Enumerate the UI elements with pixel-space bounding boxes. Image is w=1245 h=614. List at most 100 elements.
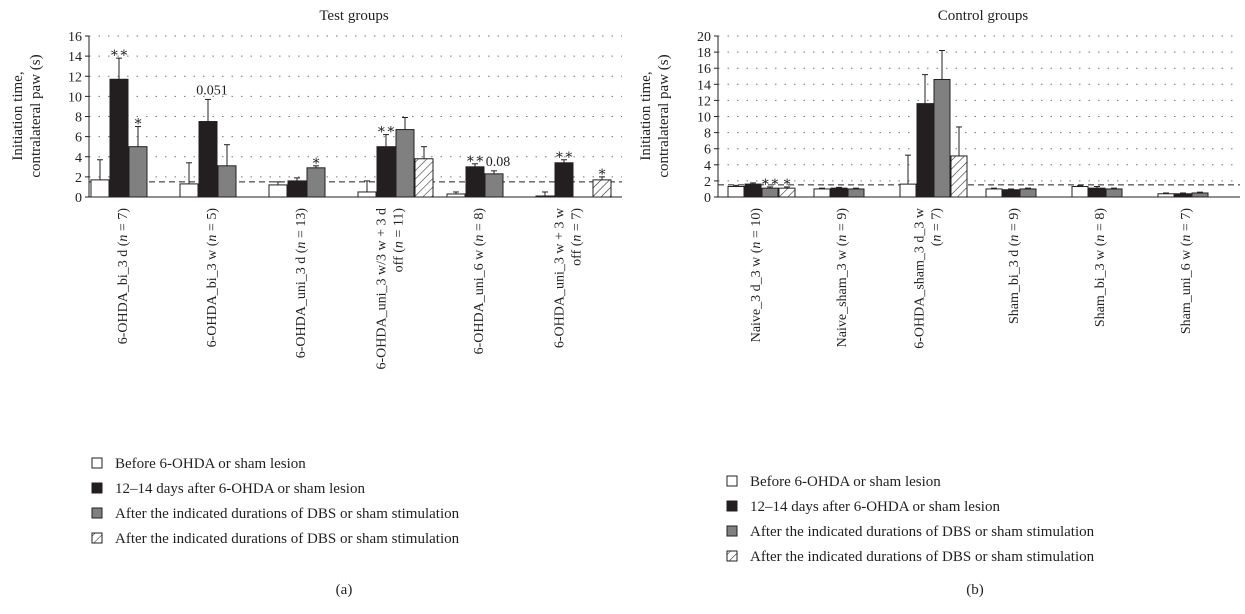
y-tick-label: 10 xyxy=(68,90,82,105)
bar-off xyxy=(592,179,612,198)
category-label: 6-OHDA_uni_6 w (n = 8) xyxy=(472,208,487,355)
bar-after_lesion xyxy=(376,146,396,198)
bar-after_lesion xyxy=(744,183,762,198)
y-tick-label: 0 xyxy=(75,191,82,206)
y-tick-label: 2 xyxy=(704,175,711,190)
y-tick-label: 12 xyxy=(68,70,82,85)
y-tick-label: 0 xyxy=(704,191,711,206)
y-tick-label: 6 xyxy=(704,143,711,158)
bar-before xyxy=(1071,186,1089,198)
significance-label: ∗ xyxy=(782,175,792,190)
legend-label-before: Before 6-OHDA or sham lesion xyxy=(750,474,941,490)
bar-after_dbs xyxy=(395,129,415,198)
bar-after_lesion xyxy=(1174,193,1192,198)
significance-label: ∗∗ xyxy=(376,123,395,138)
legend-label-off: After the indicated durations of DBS or … xyxy=(115,531,460,547)
y-axis-label: Initiation time, xyxy=(10,71,26,160)
legend-label-after_dbs: After the indicated durations of DBS or … xyxy=(750,524,1095,540)
legend-swatch-after_lesion xyxy=(91,482,103,494)
legend-swatch-after_lesion xyxy=(726,500,738,512)
legend-label-off: After the indicated durations of DBS or … xyxy=(750,549,1095,565)
legend-swatch-after_dbs xyxy=(726,525,738,537)
y-tick-label: 16 xyxy=(68,30,82,45)
significance-label: ∗ xyxy=(133,115,143,130)
category-label: 6-OHDA_uni_3 w/3 w + 3 d xyxy=(375,208,390,370)
category-label: off (n = 7) xyxy=(570,208,585,266)
category-label: 6-OHDA_bi_3 w (n = 5) xyxy=(205,208,220,348)
significance-label: ∗∗ xyxy=(465,152,484,167)
legend-label-after_lesion: 12–14 days after 6-OHDA or sham lesion xyxy=(115,481,365,497)
category-label: off (n = 11) xyxy=(392,208,407,273)
y-axis-label: contralateral paw (s) xyxy=(656,54,672,177)
category-label: Naive_3 d_3 w (n = 10) xyxy=(749,208,764,343)
bar-after_dbs xyxy=(128,146,148,198)
category-label: Naive_sham_3 w (n = 9) xyxy=(835,208,850,348)
significance-label: ∗ xyxy=(311,154,321,169)
y-tick-label: 6 xyxy=(75,131,82,146)
y-tick-label: 14 xyxy=(68,50,82,65)
bar-before xyxy=(268,184,288,198)
bar-after_dbs xyxy=(484,173,504,198)
bar-before xyxy=(985,188,1003,198)
bar-after_lesion xyxy=(465,166,485,198)
significance-label: ∗∗ xyxy=(109,46,128,61)
bar-before xyxy=(727,186,745,198)
y-tick-label: 8 xyxy=(704,127,711,142)
bar-off xyxy=(414,158,434,198)
y-tick-label: 4 xyxy=(704,159,711,174)
category-label: Sham_bi_3 d (n = 9) xyxy=(1007,208,1022,324)
significance-label: 0.08 xyxy=(486,155,511,170)
bar-before xyxy=(446,193,466,198)
bar-before xyxy=(179,183,199,198)
significance-label: 0.051 xyxy=(196,83,228,98)
bar-after_lesion xyxy=(830,187,848,198)
bar-after_lesion xyxy=(198,121,218,198)
legend-label-after_lesion: 12–14 days after 6-OHDA or sham lesion xyxy=(750,499,1000,515)
panel-b-chart: Control groups Initiation time, contralate… xyxy=(638,8,1240,598)
significance-label: ∗∗ xyxy=(760,175,779,190)
y-axis-label: contralateral paw (s) xyxy=(28,54,44,177)
y-tick-label: 12 xyxy=(697,94,711,109)
bar-after_dbs xyxy=(217,165,237,198)
bar-after_dbs xyxy=(933,78,951,198)
legend-swatch-before xyxy=(726,475,738,487)
bar-after_dbs xyxy=(306,167,326,198)
bar-before xyxy=(90,179,110,198)
bar-after_lesion xyxy=(109,78,129,198)
legend-label-after_dbs: After the indicated durations of DBS or … xyxy=(115,506,460,522)
legend-swatch-after_dbs xyxy=(91,507,103,519)
significance-label: ∗ xyxy=(597,165,607,180)
chart-title: Control groups xyxy=(938,8,1029,24)
panel-label: (a) xyxy=(336,582,353,598)
bar-after_dbs xyxy=(1019,188,1037,198)
bar-after_dbs xyxy=(847,188,865,198)
bar-after_lesion xyxy=(1002,189,1020,198)
category-label: Sham_bi_3 w (n = 8) xyxy=(1093,208,1108,327)
category-label: 6-OHDA_bi_3 d (n = 7) xyxy=(116,208,131,345)
category-label: Sham_uni_6 w (n = 7) xyxy=(1179,208,1194,334)
category-label: 6-OHDA_uni_3 d (n = 13) xyxy=(294,208,309,359)
bar-after_dbs xyxy=(1191,192,1209,198)
y-tick-label: 8 xyxy=(75,111,82,126)
y-tick-label: 14 xyxy=(697,78,711,93)
legend-swatch-before xyxy=(91,457,103,469)
y-tick-label: 4 xyxy=(75,151,82,166)
bar-after_lesion xyxy=(287,180,307,198)
y-tick-label: 2 xyxy=(75,171,82,186)
legend-label-before: Before 6-OHDA or sham lesion xyxy=(115,456,306,472)
panel-label: (b) xyxy=(966,582,984,598)
y-axis-label: Initiation time, xyxy=(638,71,654,160)
bar-before xyxy=(899,183,917,198)
y-tick-label: 18 xyxy=(697,46,711,61)
legend-swatch-off xyxy=(91,532,103,544)
bar-off xyxy=(950,155,968,198)
panel-a-chart: Test groups Initiation time, contralateral… xyxy=(10,8,622,598)
bar-before xyxy=(1157,193,1175,198)
bar-before xyxy=(813,188,831,198)
category-label: (n = 7) xyxy=(930,208,945,247)
y-tick-label: 20 xyxy=(697,30,711,45)
category-label: 6-OHDA_uni_3 w + 3 w xyxy=(553,207,568,348)
bar-after_lesion xyxy=(916,103,934,198)
y-tick-label: 10 xyxy=(697,111,711,126)
